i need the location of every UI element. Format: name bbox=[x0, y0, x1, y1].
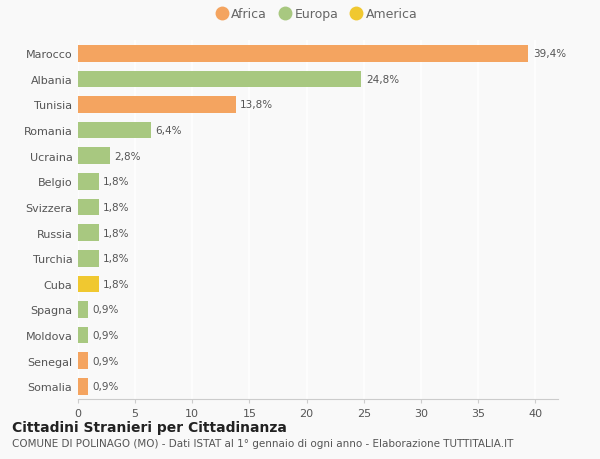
Bar bbox=[78, 174, 98, 190]
Text: 0,9%: 0,9% bbox=[93, 330, 119, 341]
Bar bbox=[78, 378, 88, 395]
Text: 1,8%: 1,8% bbox=[103, 177, 130, 187]
Bar bbox=[78, 302, 88, 318]
Bar bbox=[78, 327, 88, 344]
Text: COMUNE DI POLINAGO (MO) - Dati ISTAT al 1° gennaio di ogni anno - Elaborazione T: COMUNE DI POLINAGO (MO) - Dati ISTAT al … bbox=[12, 438, 514, 448]
Bar bbox=[78, 71, 361, 88]
Text: 1,8%: 1,8% bbox=[103, 279, 130, 289]
Bar bbox=[78, 46, 528, 62]
Text: 24,8%: 24,8% bbox=[366, 75, 399, 84]
Text: 6,4%: 6,4% bbox=[156, 126, 182, 136]
Text: 0,9%: 0,9% bbox=[93, 305, 119, 315]
Bar bbox=[78, 353, 88, 369]
Text: 13,8%: 13,8% bbox=[240, 100, 274, 110]
Text: 2,8%: 2,8% bbox=[115, 151, 141, 162]
Text: 0,9%: 0,9% bbox=[93, 381, 119, 392]
Bar bbox=[78, 148, 110, 165]
Bar bbox=[78, 276, 98, 292]
Text: 1,8%: 1,8% bbox=[103, 228, 130, 238]
Bar bbox=[78, 199, 98, 216]
Bar bbox=[78, 250, 98, 267]
Text: Cittadini Stranieri per Cittadinanza: Cittadini Stranieri per Cittadinanza bbox=[12, 420, 287, 434]
Text: 0,9%: 0,9% bbox=[93, 356, 119, 366]
Text: 39,4%: 39,4% bbox=[533, 49, 566, 59]
Text: 1,8%: 1,8% bbox=[103, 202, 130, 213]
Bar bbox=[78, 97, 236, 113]
Text: 1,8%: 1,8% bbox=[103, 254, 130, 263]
Bar bbox=[78, 123, 151, 139]
Legend: Africa, Europa, America: Africa, Europa, America bbox=[215, 5, 421, 25]
Bar bbox=[78, 225, 98, 241]
